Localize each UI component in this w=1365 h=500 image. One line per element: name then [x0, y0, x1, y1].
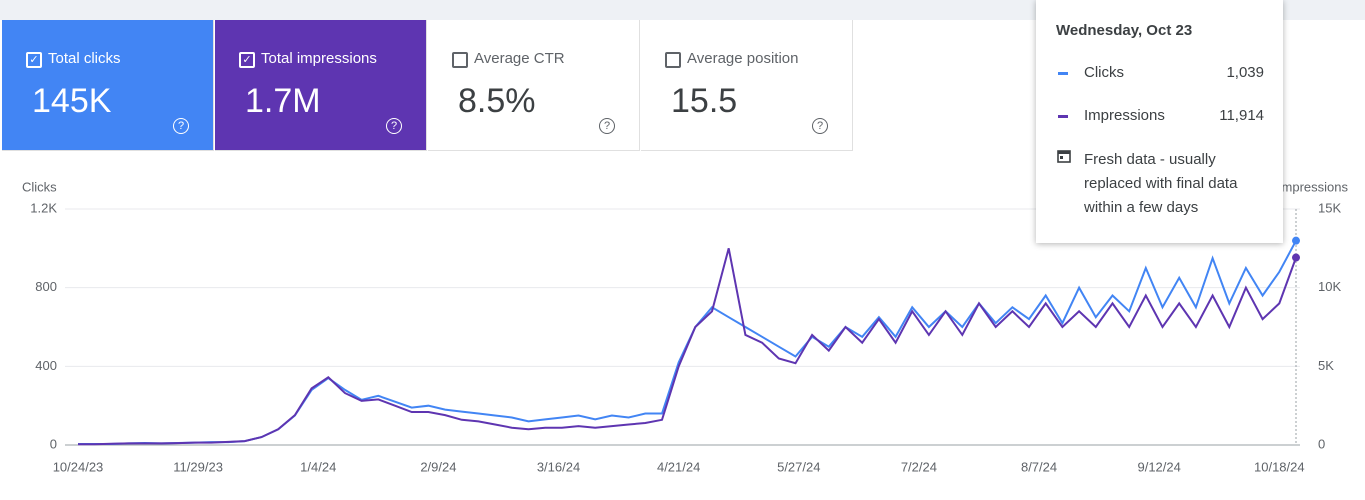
tooltip-value: 1,039 [1226, 64, 1264, 81]
metric-label: Average CTR [474, 50, 565, 67]
metric-value: 145K [32, 82, 112, 120]
x-tick-label: 10/18/24 [1254, 459, 1305, 474]
tooltip-series-name: Clicks [1084, 64, 1124, 81]
top-strip [0, 0, 1365, 20]
metric-value: 8.5% [458, 82, 536, 120]
y2-tick-label: 5K [1318, 358, 1334, 373]
hover-point [1292, 253, 1300, 262]
metric-card[interactable]: Average CTR 8.5%? [428, 20, 640, 151]
x-tick-label: 2/9/24 [420, 459, 456, 474]
y2-tick-label: 15K [1318, 200, 1341, 215]
y-tick-label: 800 [35, 279, 57, 294]
tooltip-title: Wednesday, Oct 23 [1056, 22, 1193, 39]
x-tick-label: 8/7/24 [1021, 459, 1057, 474]
metric-value: 1.7M [245, 82, 321, 120]
metric-label: Total impressions [261, 50, 377, 67]
help-icon[interactable]: ? [599, 118, 615, 134]
help-icon[interactable]: ? [812, 118, 828, 134]
help-icon[interactable]: ? [386, 118, 402, 134]
metric-value: 15.5 [671, 82, 738, 120]
series-line [78, 248, 1297, 446]
x-tick-label: 10/24/23 [53, 459, 104, 474]
legend-swatch [1058, 115, 1068, 118]
x-tick-label: 5/27/24 [777, 459, 820, 474]
x-tick-label: 9/12/24 [1137, 459, 1180, 474]
tooltip-series-name: Impressions [1084, 107, 1165, 124]
metric-card[interactable]: ✓ Total impressions 1.7M? [215, 20, 427, 151]
legend-swatch [1058, 72, 1068, 75]
series-line [78, 240, 1297, 445]
checkbox[interactable]: ✓ [26, 52, 42, 68]
y2-tick-label: 0 [1318, 436, 1325, 451]
calendar-icon [1057, 150, 1071, 163]
tooltip-value: 11,914 [1219, 107, 1264, 124]
y-tick-label: 400 [35, 358, 57, 373]
tooltip: Wednesday, Oct 23 Clicks 1,039 Impressions… [1036, 0, 1283, 243]
metric-card[interactable]: Average position 15.5? [641, 20, 853, 151]
y2-axis-title: Impressions [1278, 179, 1349, 194]
checkbox[interactable]: ✓ [239, 52, 255, 68]
metric-card[interactable]: ✓ Total clicks 145K? [2, 20, 214, 151]
checkbox[interactable] [452, 52, 468, 68]
y2-tick-label: 10K [1318, 279, 1341, 294]
hover-point [1292, 236, 1300, 245]
x-tick-label: 4/21/24 [657, 459, 700, 474]
tooltip-row: Clicks 1,039 [1056, 64, 1264, 84]
tooltip-row: Impressions 11,914 [1056, 107, 1264, 127]
y-axis-title: Clicks [22, 179, 57, 194]
metric-label: Total clicks [48, 50, 121, 67]
y-tick-label: 1.2K [30, 200, 57, 215]
x-tick-label: 1/4/24 [300, 459, 336, 474]
tooltip-note: Fresh data - usually replaced with final… [1084, 151, 1238, 216]
checkbox[interactable] [665, 52, 681, 68]
x-tick-label: 11/29/23 [173, 459, 223, 474]
y-tick-label: 0 [50, 436, 57, 451]
x-tick-label: 3/16/24 [537, 459, 580, 474]
x-tick-label: 7/2/24 [901, 459, 937, 474]
metric-label: Average position [687, 50, 799, 67]
help-icon[interactable]: ? [173, 118, 189, 134]
